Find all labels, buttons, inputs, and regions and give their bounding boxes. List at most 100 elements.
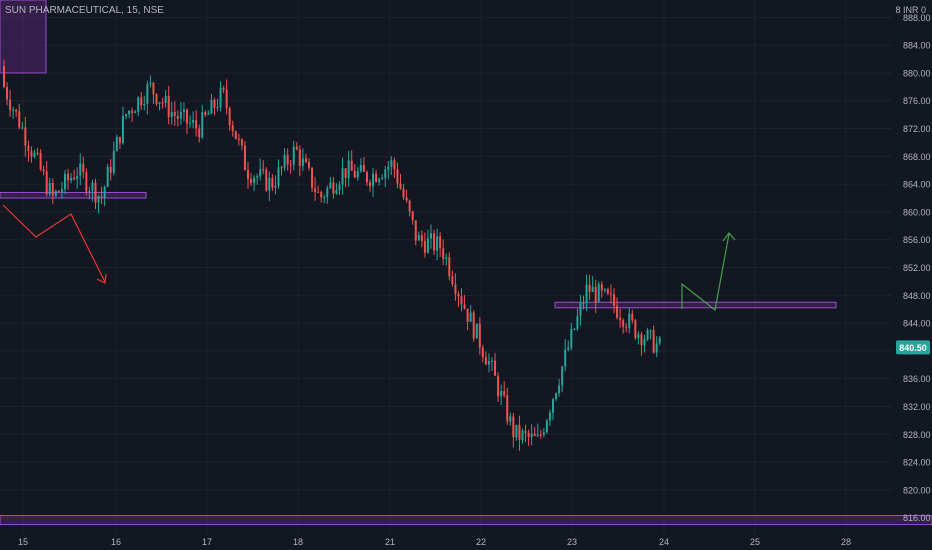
candle-body — [335, 190, 338, 194]
candle-body — [512, 416, 515, 438]
candle-body — [3, 66, 5, 88]
candle-body — [201, 112, 204, 138]
candle-body — [82, 163, 85, 173]
candle-body — [57, 190, 60, 192]
candle-body — [286, 154, 289, 165]
candle-body — [576, 315, 579, 329]
candle-body — [137, 97, 140, 112]
price-tick-label: 824.00 — [903, 458, 931, 468]
candle-body — [359, 165, 362, 172]
candle-body — [457, 293, 460, 297]
candle-body — [54, 190, 57, 196]
candle-body — [283, 154, 286, 168]
candle-body — [625, 326, 628, 328]
candle-body — [268, 178, 271, 191]
candle-body — [396, 169, 399, 184]
candle-body — [73, 177, 76, 180]
candle-body — [524, 430, 527, 433]
candle-body — [18, 111, 21, 128]
candle-body — [515, 424, 518, 438]
candle-body — [103, 186, 106, 198]
candle-body — [320, 192, 323, 198]
candle-body — [94, 182, 97, 203]
candle-body — [207, 113, 210, 115]
candle-body — [628, 313, 631, 328]
candle-body — [567, 347, 570, 350]
price-tick-label: 848.00 — [903, 291, 931, 301]
time-axis[interactable]: 15 16 17 18 21 22 23 24 25 28 — [18, 537, 851, 547]
candle-body — [182, 109, 185, 113]
candle-body — [378, 178, 381, 182]
price-tag-label: 840.50 — [899, 343, 927, 353]
candle-body — [140, 97, 143, 106]
candle-body — [564, 349, 567, 367]
candle-body — [402, 188, 405, 198]
candle-body — [472, 312, 475, 339]
candle-body — [240, 139, 243, 146]
candle-body — [597, 284, 600, 303]
candle-body — [439, 236, 442, 249]
candle-body — [186, 109, 188, 124]
candle-body — [448, 257, 451, 277]
candle-body — [442, 248, 445, 259]
candle-body — [42, 169, 45, 172]
candle-body — [146, 84, 149, 105]
candle-body — [536, 434, 539, 436]
candle-body — [561, 366, 564, 386]
candle-body — [451, 276, 454, 285]
candle-body — [491, 360, 493, 362]
candle-body — [414, 220, 417, 241]
candle-body — [79, 163, 82, 176]
candle-body — [558, 385, 561, 394]
candle-body — [112, 151, 115, 173]
candle-body — [420, 235, 423, 242]
price-tick-label: 860.00 — [903, 207, 931, 217]
candle-body — [277, 167, 280, 186]
candle-body — [311, 167, 314, 189]
candle-body — [579, 302, 582, 316]
candle-body — [353, 170, 356, 178]
candle-body — [539, 434, 542, 436]
candle-body — [530, 433, 533, 437]
candle-body — [393, 160, 396, 170]
candle-body — [192, 119, 195, 123]
candle-body — [317, 191, 320, 193]
candle-body — [304, 158, 307, 163]
candle-body — [585, 284, 588, 303]
candle-body — [533, 433, 536, 436]
candle-body — [173, 112, 176, 116]
candle-body — [222, 87, 225, 90]
candle-body — [622, 320, 625, 327]
price-axis[interactable]: 888.00 884.00 880.00 876.00 872.00 868.00 864.… — [903, 13, 931, 523]
candle-body — [259, 169, 262, 177]
candle-body — [518, 424, 521, 440]
candle-body — [655, 343, 658, 353]
candle-body — [262, 169, 265, 171]
candle-body — [9, 99, 12, 111]
symbol-title[interactable]: SUN PHARMACEUTICAL, 15, NSE — [5, 5, 164, 16]
candle-body — [372, 173, 375, 187]
candle-body — [436, 236, 439, 251]
candle-body — [204, 112, 207, 115]
candle-body — [606, 289, 609, 294]
candle-body — [85, 172, 88, 192]
candle-body — [381, 177, 384, 179]
candle-body — [134, 111, 137, 114]
candle-body — [125, 114, 127, 116]
candle-body — [164, 95, 167, 103]
candle-body — [179, 112, 182, 119]
candle-body — [323, 197, 326, 199]
candle-body — [27, 145, 30, 152]
candle-body — [189, 122, 192, 124]
candle-body — [170, 112, 173, 117]
candle-body — [594, 286, 597, 303]
time-tick-label: 24 — [659, 537, 669, 547]
candle-body — [405, 197, 408, 201]
candle-body — [231, 125, 234, 132]
candle-body — [552, 399, 554, 413]
candle-body — [521, 430, 524, 440]
candle-body — [109, 166, 112, 173]
candle-body — [609, 293, 612, 295]
candle-body — [12, 109, 15, 111]
